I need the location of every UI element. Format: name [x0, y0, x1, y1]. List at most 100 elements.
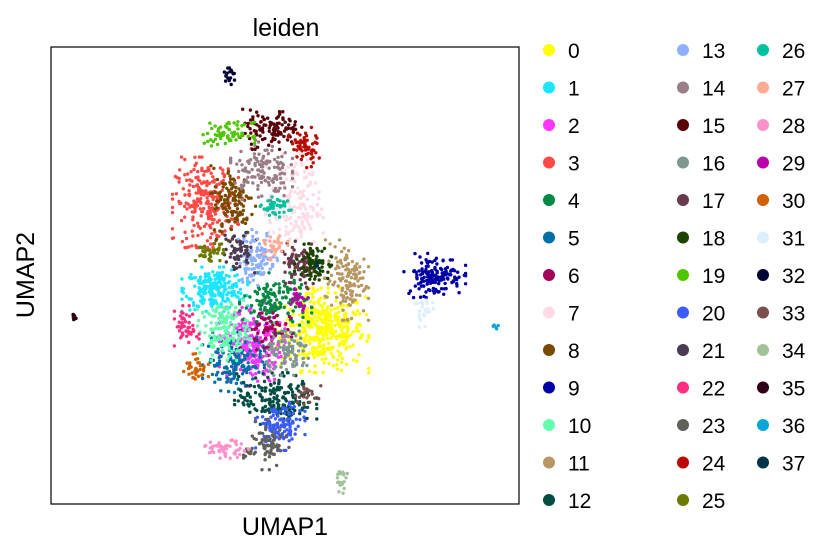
- scatter-point: [296, 424, 300, 428]
- scatter-point: [284, 322, 288, 326]
- scatter-point: [268, 267, 272, 271]
- legend-label: 14: [702, 78, 726, 101]
- scatter-point: [277, 244, 282, 249]
- legend-marker: [757, 156, 769, 169]
- scatter-point: [275, 401, 279, 405]
- scatter-point: [444, 272, 448, 276]
- scatter-point: [289, 281, 293, 285]
- scatter-point: [232, 398, 237, 402]
- scatter-point: [226, 311, 231, 315]
- scatter-point: [300, 162, 304, 166]
- scatter-point: [282, 210, 286, 214]
- scatter-point: [263, 295, 267, 299]
- scatter-point: [289, 387, 293, 391]
- scatter-point: [300, 149, 304, 153]
- scatter-point: [276, 155, 280, 160]
- scatter-point: [254, 230, 259, 235]
- scatter-point: [294, 358, 298, 362]
- scatter-point: [193, 155, 197, 159]
- scatter-point: [293, 287, 297, 291]
- scatter-point: [256, 283, 260, 288]
- scatter-point: [265, 329, 270, 333]
- scatter-point: [294, 161, 298, 166]
- scatter-point: [255, 298, 259, 303]
- scatter-point: [253, 204, 258, 208]
- legend-label: 22: [702, 378, 725, 401]
- scatter-point: [320, 305, 325, 309]
- scatter-point: [263, 165, 268, 169]
- scatter-point: [304, 390, 308, 394]
- scatter-point: [441, 258, 445, 262]
- scatter-point: [299, 196, 303, 200]
- scatter-point: [247, 357, 251, 361]
- scatter-point: [333, 314, 337, 318]
- scatter-point: [283, 281, 288, 286]
- scatter-point: [269, 392, 273, 396]
- scatter-point: [252, 120, 257, 125]
- scatter-point: [367, 370, 371, 375]
- scatter-point: [296, 400, 300, 404]
- scatter-point: [191, 300, 196, 305]
- scatter-point: [344, 338, 348, 342]
- scatter-point: [437, 290, 441, 294]
- scatter-point: [347, 281, 352, 285]
- scatter-point: [319, 384, 323, 388]
- scatter-point: [341, 299, 345, 303]
- scatter-point: [315, 246, 319, 251]
- scatter-point: [271, 438, 276, 442]
- cluster-32-points: [222, 66, 237, 87]
- scatter-point: [328, 242, 332, 246]
- scatter-point: [246, 361, 250, 365]
- legend-label: 34: [782, 340, 806, 363]
- scatter-point: [218, 456, 222, 460]
- scatter-point: [278, 305, 283, 309]
- scatter-point: [255, 246, 260, 250]
- scatter-point: [304, 269, 308, 273]
- scatter-point: [266, 207, 271, 211]
- scatter-point: [312, 148, 316, 152]
- scatter-point: [217, 234, 221, 238]
- scatter-point: [71, 312, 76, 317]
- scatter-point: [208, 440, 213, 444]
- scatter-point: [238, 158, 242, 163]
- scatter-point: [234, 326, 239, 330]
- scatter-point: [179, 336, 183, 340]
- scatter-point: [423, 269, 428, 273]
- legend-label: 26: [782, 40, 805, 63]
- scatter-point: [304, 316, 308, 321]
- scatter-point: [185, 361, 189, 365]
- scatter-point: [213, 185, 218, 189]
- scatter-point: [298, 141, 302, 146]
- scatter-point: [280, 417, 284, 422]
- scatter-point: [429, 280, 433, 284]
- scatter-point: [412, 269, 417, 273]
- scatter-point: [343, 258, 348, 262]
- scatter-point: [340, 318, 345, 322]
- scatter-point: [280, 371, 285, 375]
- scatter-point: [322, 361, 326, 365]
- scatter-point: [302, 248, 307, 252]
- scatter-point: [245, 239, 249, 244]
- scatter-point: [302, 242, 306, 246]
- scatter-point: [297, 285, 302, 290]
- scatter-point: [268, 388, 272, 392]
- scatter-point: [289, 273, 294, 277]
- scatter-point: [264, 425, 268, 430]
- scatter-point: [274, 463, 279, 468]
- scatter-point: [210, 232, 214, 236]
- scatter-point: [235, 455, 240, 460]
- scatter-point: [247, 267, 251, 271]
- scatter-point: [301, 215, 306, 219]
- scatter-point: [196, 374, 201, 378]
- scatter-point: [431, 286, 436, 291]
- legend-marker: [543, 44, 555, 56]
- scatter-point: [336, 349, 340, 353]
- scatter-point: [237, 199, 241, 203]
- scatter-point: [296, 192, 300, 196]
- scatter-point: [232, 121, 236, 125]
- scatter-point: [324, 357, 328, 361]
- scatter-point: [191, 329, 196, 334]
- scatter-point: [268, 424, 272, 428]
- scatter-point: [184, 294, 189, 299]
- scatter-point: [260, 468, 264, 472]
